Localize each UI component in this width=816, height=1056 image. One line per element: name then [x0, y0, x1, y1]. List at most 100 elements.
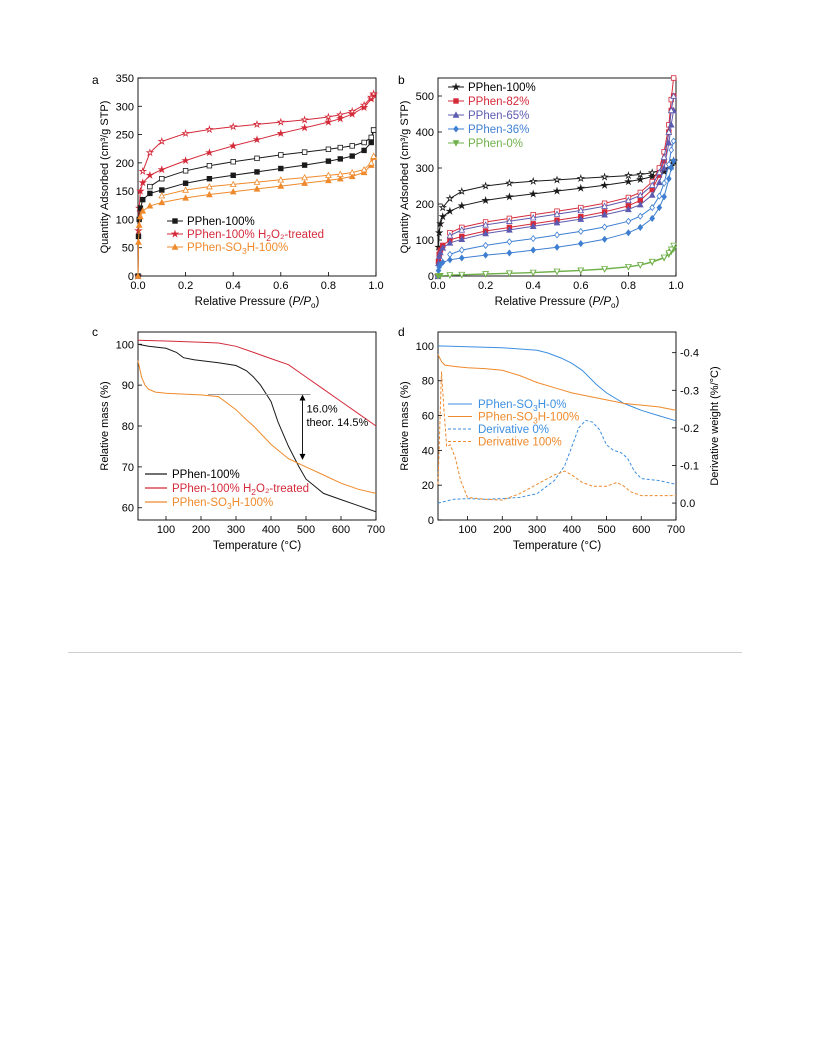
panel-b-desorption-point: [656, 192, 663, 200]
panel-b-adsorption-point: [445, 206, 455, 215]
panel-b-desorption-point: [577, 206, 585, 214]
panel-a-y-tick-label: 200: [116, 158, 134, 170]
panel-0-legend-label: PPhen-SO3H-100%: [187, 242, 288, 256]
panel-a-series-0: [133, 89, 378, 280]
panel-b-adsorption-point: [576, 183, 586, 192]
panel-a-adsorption-point: [277, 182, 285, 189]
panel-a-desorption-point: [361, 139, 367, 146]
panel-a-desorption-point: [324, 112, 333, 121]
panel-a-y-tick-label: 250: [116, 130, 134, 142]
panel-a-desorption-point: [349, 143, 355, 149]
panel-b-adsorption-point: [458, 254, 465, 262]
panel-a-adsorption-point: [347, 109, 357, 118]
panel-d-series-2-line: [437, 419, 677, 504]
panel-a-adsorption-point: [138, 178, 147, 187]
panel-b-desorption-point: [601, 266, 608, 273]
panel-b-adsorption-point: [655, 178, 663, 186]
panel-a-desorption-point: [347, 106, 357, 115]
panel-a-adsorption-point: [349, 153, 355, 159]
panel-2-legend-label-pre: PPhen-SO: [172, 497, 227, 509]
panel-b-adsorption-point: [434, 228, 444, 237]
panel-1-legend-label: PPhen-100%: [468, 82, 536, 94]
panel-b-desorption-point: [625, 196, 632, 204]
panel-a-x-tick-label: 0.4: [226, 280, 241, 292]
panel-d-series-0-line: [437, 345, 677, 422]
panel-label-a: a: [92, 73, 99, 87]
panel-a-desorption-point: [300, 115, 309, 124]
panel-b-adsorption-point: [552, 186, 562, 195]
panel-b-desorption-point: [625, 263, 632, 271]
page-divider: [68, 652, 742, 653]
panel-c-annotation-arrowhead-down: [299, 453, 306, 460]
panel-b-desorption-point: [655, 168, 663, 176]
panel-a-adsorption-point: [336, 175, 344, 182]
panel-d-y-tick-label: 20: [422, 480, 434, 492]
panel-1-legend-label-pre: PPhen-100%: [468, 82, 536, 94]
panel-b-desorption-point: [576, 174, 586, 183]
panel-b-desorption-point: [636, 191, 644, 199]
panel-2-legend-label-post: O₂-treated: [256, 483, 309, 495]
panel-b-series-2: [434, 92, 677, 279]
panel-a-desorption-point: [301, 149, 308, 155]
panel-b-desorption-point: [482, 271, 489, 278]
panel-3-legend-label-post: H-0%: [538, 399, 567, 411]
panel-label-b: b: [398, 73, 405, 87]
panel-d-y2-axis-label: Derivative weight (%/°C): [709, 366, 721, 485]
panel-a-desorption-point: [368, 134, 374, 141]
panel-a-adsorption-point: [206, 190, 213, 198]
panel-2-legend-label: PPhen-100% H2O₂-treated: [172, 483, 309, 497]
panel-a-adsorption-point: [278, 165, 284, 172]
panel-a-adsorption-point: [206, 175, 213, 182]
panel-3-legend-label-sub: 3: [533, 416, 538, 426]
panel-c-annotation-line2: theor. 14.5%: [307, 417, 369, 429]
panel-2-legend-label-sub: 2: [251, 487, 256, 497]
panel-3-legend-label: Derivative 100%: [478, 437, 562, 449]
panel-a-legend-marker: [171, 243, 179, 250]
panel-2-legend-label: PPhen-100%: [172, 469, 240, 481]
panel-b-desorption-point: [648, 258, 656, 266]
panel-b-desorption-point: [648, 181, 656, 188]
panel-b-desorption-line: [449, 245, 675, 276]
panel-2-legend-label-pre: PPhen-100% H: [172, 483, 251, 495]
panel-a-adsorption-point: [361, 147, 367, 154]
panel-0-legend-label-sub: 3: [242, 246, 247, 256]
panel-1-legend-label: PPhen-36%: [468, 124, 529, 136]
panel-b-adsorption-point: [577, 240, 584, 248]
panel-3-legend-label: Derivative 0%: [478, 424, 549, 436]
panel-3-legend-label: PPhen-SO3H-0%: [478, 399, 566, 413]
panel-d-x-tick-label: 200: [493, 524, 511, 536]
panel-0-legend-label: PPhen-100%: [187, 216, 255, 228]
panel-1-legend-label: PPhen-65%: [468, 110, 529, 122]
panel-a-x-tick-label: 0.6: [273, 280, 288, 292]
panel-b-legend-marker: [453, 98, 459, 104]
panel-d-y2-tick-label: -0.4: [680, 348, 699, 360]
panel-b-y-tick-label: 0: [428, 271, 434, 283]
panel-a-desorption-point: [182, 186, 189, 193]
panel-b-desorption-point: [636, 170, 645, 179]
panel-b-x-tick-label: 0.6: [573, 280, 588, 292]
panel-a-adsorption-point: [325, 176, 332, 184]
panel-a-adsorption-point: [276, 129, 286, 138]
panel-d-y2-tick-label: -0.3: [680, 385, 699, 397]
panel-c-x-tick-label: 600: [332, 524, 350, 536]
panel-a-adsorption-point: [157, 165, 167, 174]
panel-b-adsorption-point: [439, 244, 447, 251]
panel-b-adsorption-point: [481, 195, 490, 205]
panel-d-series-1-line: [437, 354, 677, 411]
panel-1-legend-label-pre: PPhen-82%: [468, 96, 529, 108]
panel-0-legend-label-pre: PPhen-100% H: [187, 229, 266, 241]
panel-a-adsorption-point: [134, 272, 142, 279]
panel-a-adsorption-point: [135, 238, 142, 245]
panel-a-x-tick-label: 0.8: [321, 280, 336, 292]
panel-c-x-tick-label: 700: [367, 524, 385, 536]
panel-a-y-axis-label: Quantity Adsorbed (cm³/g STP): [99, 101, 111, 254]
panel-c-legend: PPhen-100%PPhen-100% H2O₂-treatedPPhen-S…: [145, 469, 309, 511]
panel-b-desorption-point: [667, 106, 675, 114]
panel-b-legend-marker: [451, 82, 461, 91]
panel-3-legend-label-post: H-100%: [538, 412, 580, 424]
panel-a-adsorption-point: [300, 123, 309, 132]
panel-a-desorption-point: [370, 127, 377, 133]
panel-b-adsorption-point: [661, 193, 667, 201]
panel-a-adsorption-point: [230, 172, 236, 179]
panel-d-legend: PPhen-SO3H-0%PPhen-SO3H-100%Derivative 0…: [448, 399, 579, 449]
